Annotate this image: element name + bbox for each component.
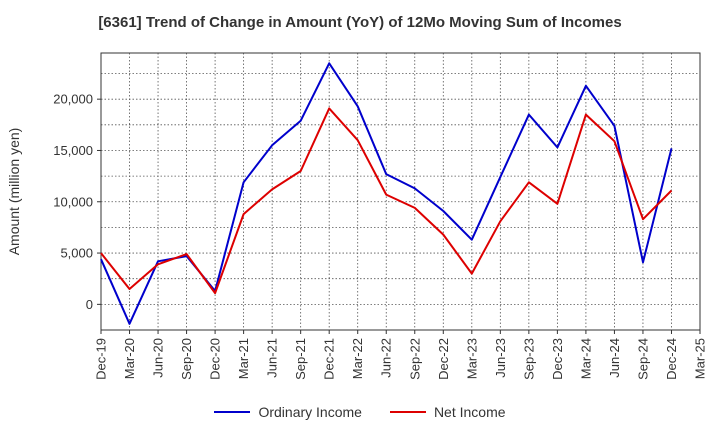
x-tick-label: Dec-22 <box>436 338 451 380</box>
x-tick-label: Dec-20 <box>208 338 223 380</box>
x-tick-label: Jun-23 <box>493 338 508 378</box>
y-tick-label: 15,000 <box>53 143 93 158</box>
chart-title: [6361] Trend of Change in Amount (YoY) o… <box>98 14 622 31</box>
x-tick-label: Mar-21 <box>236 338 251 379</box>
legend-item: Net Income <box>389 404 506 420</box>
x-tick-label: Mar-20 <box>122 338 137 379</box>
legend-label: Net Income <box>433 404 506 420</box>
x-tick-label: Mar-22 <box>350 338 365 379</box>
y-axis-label: Amount (million yen) <box>6 128 22 256</box>
x-tick-label: Sep-23 <box>521 338 536 380</box>
y-tick-label: 5,000 <box>60 246 93 261</box>
x-tick-label: Sep-21 <box>293 338 308 380</box>
x-tick-label: Jun-20 <box>151 338 166 378</box>
x-tick-label: Dec-21 <box>322 338 337 380</box>
x-tick-label: Dec-19 <box>94 338 109 380</box>
net-income-line <box>100 107 673 295</box>
legend-label: Ordinary Income <box>258 404 362 420</box>
plot-frame <box>100 52 701 331</box>
y-tick-label: 10,000 <box>53 194 93 209</box>
x-tick-label: Sep-22 <box>407 338 422 380</box>
x-tick-label: Sep-20 <box>179 338 194 380</box>
x-tick-label: Dec-23 <box>550 338 565 380</box>
y-tick-label: 20,000 <box>53 92 93 107</box>
x-tick-label: Jun-22 <box>379 338 394 378</box>
legend-item: Ordinary Income <box>214 404 362 420</box>
x-tick-label: Mar-24 <box>578 338 593 379</box>
x-tick-label: Jun-24 <box>607 338 622 378</box>
x-tick-label: Mar-23 <box>464 338 479 379</box>
x-tick-label: Jun-21 <box>265 338 280 378</box>
x-tick-label: Sep-24 <box>635 338 650 380</box>
legend-swatch <box>214 411 251 413</box>
x-tick-label: Mar-25 <box>693 338 708 379</box>
legend-swatch <box>389 411 426 413</box>
chart-legend: Ordinary Income Net Income <box>0 404 720 420</box>
x-tick-label: Dec-24 <box>664 338 679 380</box>
y-tick-label: 0 <box>86 297 93 312</box>
